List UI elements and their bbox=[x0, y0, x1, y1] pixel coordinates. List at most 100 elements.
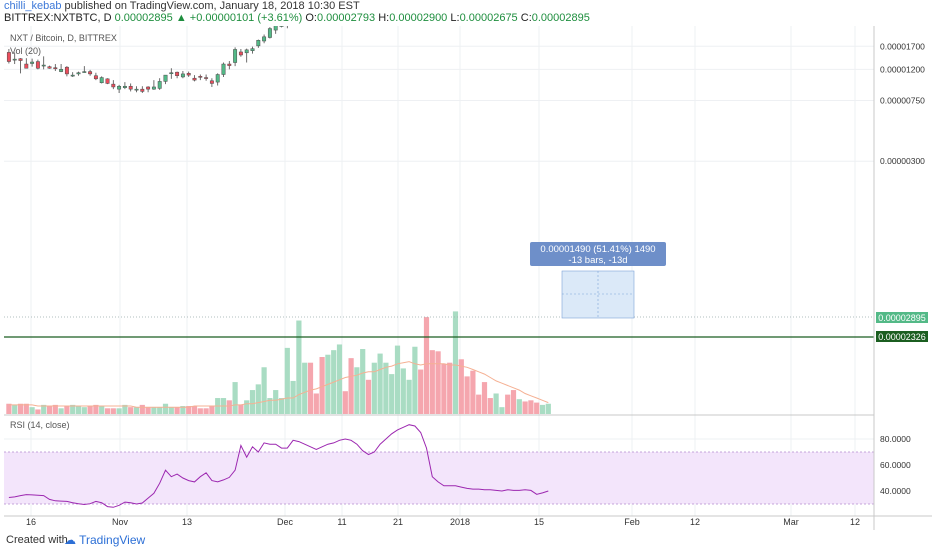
support-price-tag-text: 0.00002326 bbox=[878, 332, 926, 342]
candle-body bbox=[122, 85, 127, 88]
tradingview-logo[interactable]: ☁ TradingView bbox=[64, 533, 145, 547]
volume-bar bbox=[435, 351, 441, 414]
volume-bar bbox=[87, 406, 93, 414]
volume-bar bbox=[522, 401, 528, 414]
volume-bar bbox=[75, 406, 82, 414]
volume-bar bbox=[249, 390, 256, 414]
volume-bar bbox=[429, 350, 435, 414]
volume-legend: Vol (20) bbox=[10, 46, 41, 56]
volume-bar bbox=[377, 353, 383, 414]
volume-bar bbox=[226, 400, 232, 414]
volume-bar bbox=[244, 400, 250, 414]
volume-bar bbox=[336, 344, 343, 414]
candle-body bbox=[198, 76, 203, 78]
close-value: 0.00002895 bbox=[531, 12, 590, 24]
candle-body bbox=[186, 73, 191, 76]
measure-box[interactable] bbox=[561, 270, 635, 319]
volume-bar bbox=[371, 362, 377, 414]
price-tick-label: 0.00000300 bbox=[880, 156, 925, 166]
candle-body bbox=[64, 66, 69, 75]
time-axis-labels: 16 Nov 13 Dec 11 21 2018 15 Feb 12 Mar 12 bbox=[26, 517, 860, 527]
candle-body bbox=[24, 63, 29, 69]
candle-body bbox=[151, 86, 156, 90]
candle-body bbox=[82, 71, 87, 73]
candle-body bbox=[256, 40, 261, 47]
volume-bar bbox=[545, 403, 551, 414]
volume-bar bbox=[273, 390, 279, 414]
low-label: L: bbox=[450, 12, 460, 24]
high-value: 0.00002900 bbox=[389, 12, 448, 24]
candle-body bbox=[215, 74, 220, 83]
candle-body bbox=[35, 61, 40, 69]
volume-bar bbox=[487, 398, 493, 414]
candle-body bbox=[128, 85, 133, 90]
candle-body bbox=[47, 66, 52, 69]
author-link[interactable]: chilli_kebab bbox=[4, 0, 62, 12]
candle-body bbox=[93, 75, 98, 80]
volume-bar bbox=[539, 404, 546, 414]
volume-bar bbox=[296, 320, 302, 414]
price-tick-label: 0.00001200 bbox=[880, 64, 925, 74]
candle-body bbox=[175, 71, 180, 76]
volume-bar bbox=[261, 367, 267, 414]
candle-body bbox=[6, 52, 11, 62]
last-price: 0.00002895 bbox=[114, 12, 173, 24]
symbol-label: BITTREX:NXTBTC, D bbox=[4, 12, 112, 24]
volume-bar bbox=[128, 407, 134, 414]
time-tick-label: Mar bbox=[783, 517, 799, 527]
candle-body bbox=[12, 58, 17, 61]
volume-bar bbox=[481, 382, 488, 414]
volume-bar bbox=[17, 403, 24, 414]
volume-bar bbox=[510, 390, 517, 414]
rsi-tick-label: 80.0000 bbox=[880, 434, 911, 444]
candle-body bbox=[88, 71, 93, 75]
candle-body bbox=[273, 26, 278, 31]
candle-body bbox=[180, 73, 185, 78]
time-tick-label: 2018 bbox=[450, 517, 470, 527]
volume-bar bbox=[458, 359, 464, 414]
candle-body bbox=[204, 77, 209, 79]
candle-body bbox=[169, 72, 174, 74]
volume-bar bbox=[197, 408, 203, 414]
volume-bar bbox=[110, 408, 116, 414]
measure-tooltip-line1: 0.00001490 (51.41%) 1490 bbox=[540, 244, 655, 255]
time-tick-label: Dec bbox=[277, 517, 294, 527]
volume-bar bbox=[418, 369, 424, 414]
candle-body bbox=[105, 78, 110, 84]
open-label: O: bbox=[305, 12, 317, 24]
candle-body bbox=[262, 36, 267, 42]
volume-bar bbox=[394, 345, 401, 414]
candle-body bbox=[244, 49, 249, 54]
candle-body bbox=[99, 77, 104, 84]
rsi-tick-label: 40.0000 bbox=[880, 486, 911, 496]
volume-bar bbox=[232, 382, 238, 414]
rsi-legend: RSI (14, close) bbox=[10, 420, 70, 430]
rsi-line bbox=[8, 424, 549, 508]
price-tick-label: 0.00000750 bbox=[880, 95, 925, 105]
candle-body bbox=[70, 74, 75, 77]
chart-header: chilli_kebab published on TradingView.co… bbox=[4, 0, 924, 26]
price-axis-labels: 0.000150000.000130000.000120000.00011000… bbox=[880, 41, 925, 166]
volume-bar bbox=[186, 406, 192, 414]
last-price-tag-text: 0.00002895 bbox=[878, 313, 926, 323]
candle-body bbox=[117, 85, 122, 90]
candle-body bbox=[227, 63, 232, 66]
volume-bar bbox=[58, 408, 64, 414]
volume-bar bbox=[516, 399, 522, 414]
volume-bar bbox=[23, 403, 29, 414]
volume-bar bbox=[360, 349, 366, 414]
measure-tooltip bbox=[530, 242, 666, 266]
volume-ma-line bbox=[8, 361, 549, 408]
volume-bar bbox=[528, 400, 534, 414]
time-tick-label: 11 bbox=[337, 517, 346, 527]
volume-bar bbox=[319, 357, 325, 414]
candle-body bbox=[146, 86, 151, 90]
volume-bar bbox=[209, 406, 215, 414]
volume-bar bbox=[464, 376, 470, 414]
price-change: +0.00000101 (+3.61%) bbox=[189, 12, 303, 24]
chart-canvas[interactable]: 0.00001490 (51.41%) 1490 -13 bars, -13d … bbox=[0, 26, 932, 530]
volume-bar bbox=[139, 404, 145, 414]
rsi-band bbox=[4, 452, 874, 504]
volume-bar bbox=[493, 393, 499, 414]
price-tick-label: 0.00001700 bbox=[880, 41, 925, 51]
